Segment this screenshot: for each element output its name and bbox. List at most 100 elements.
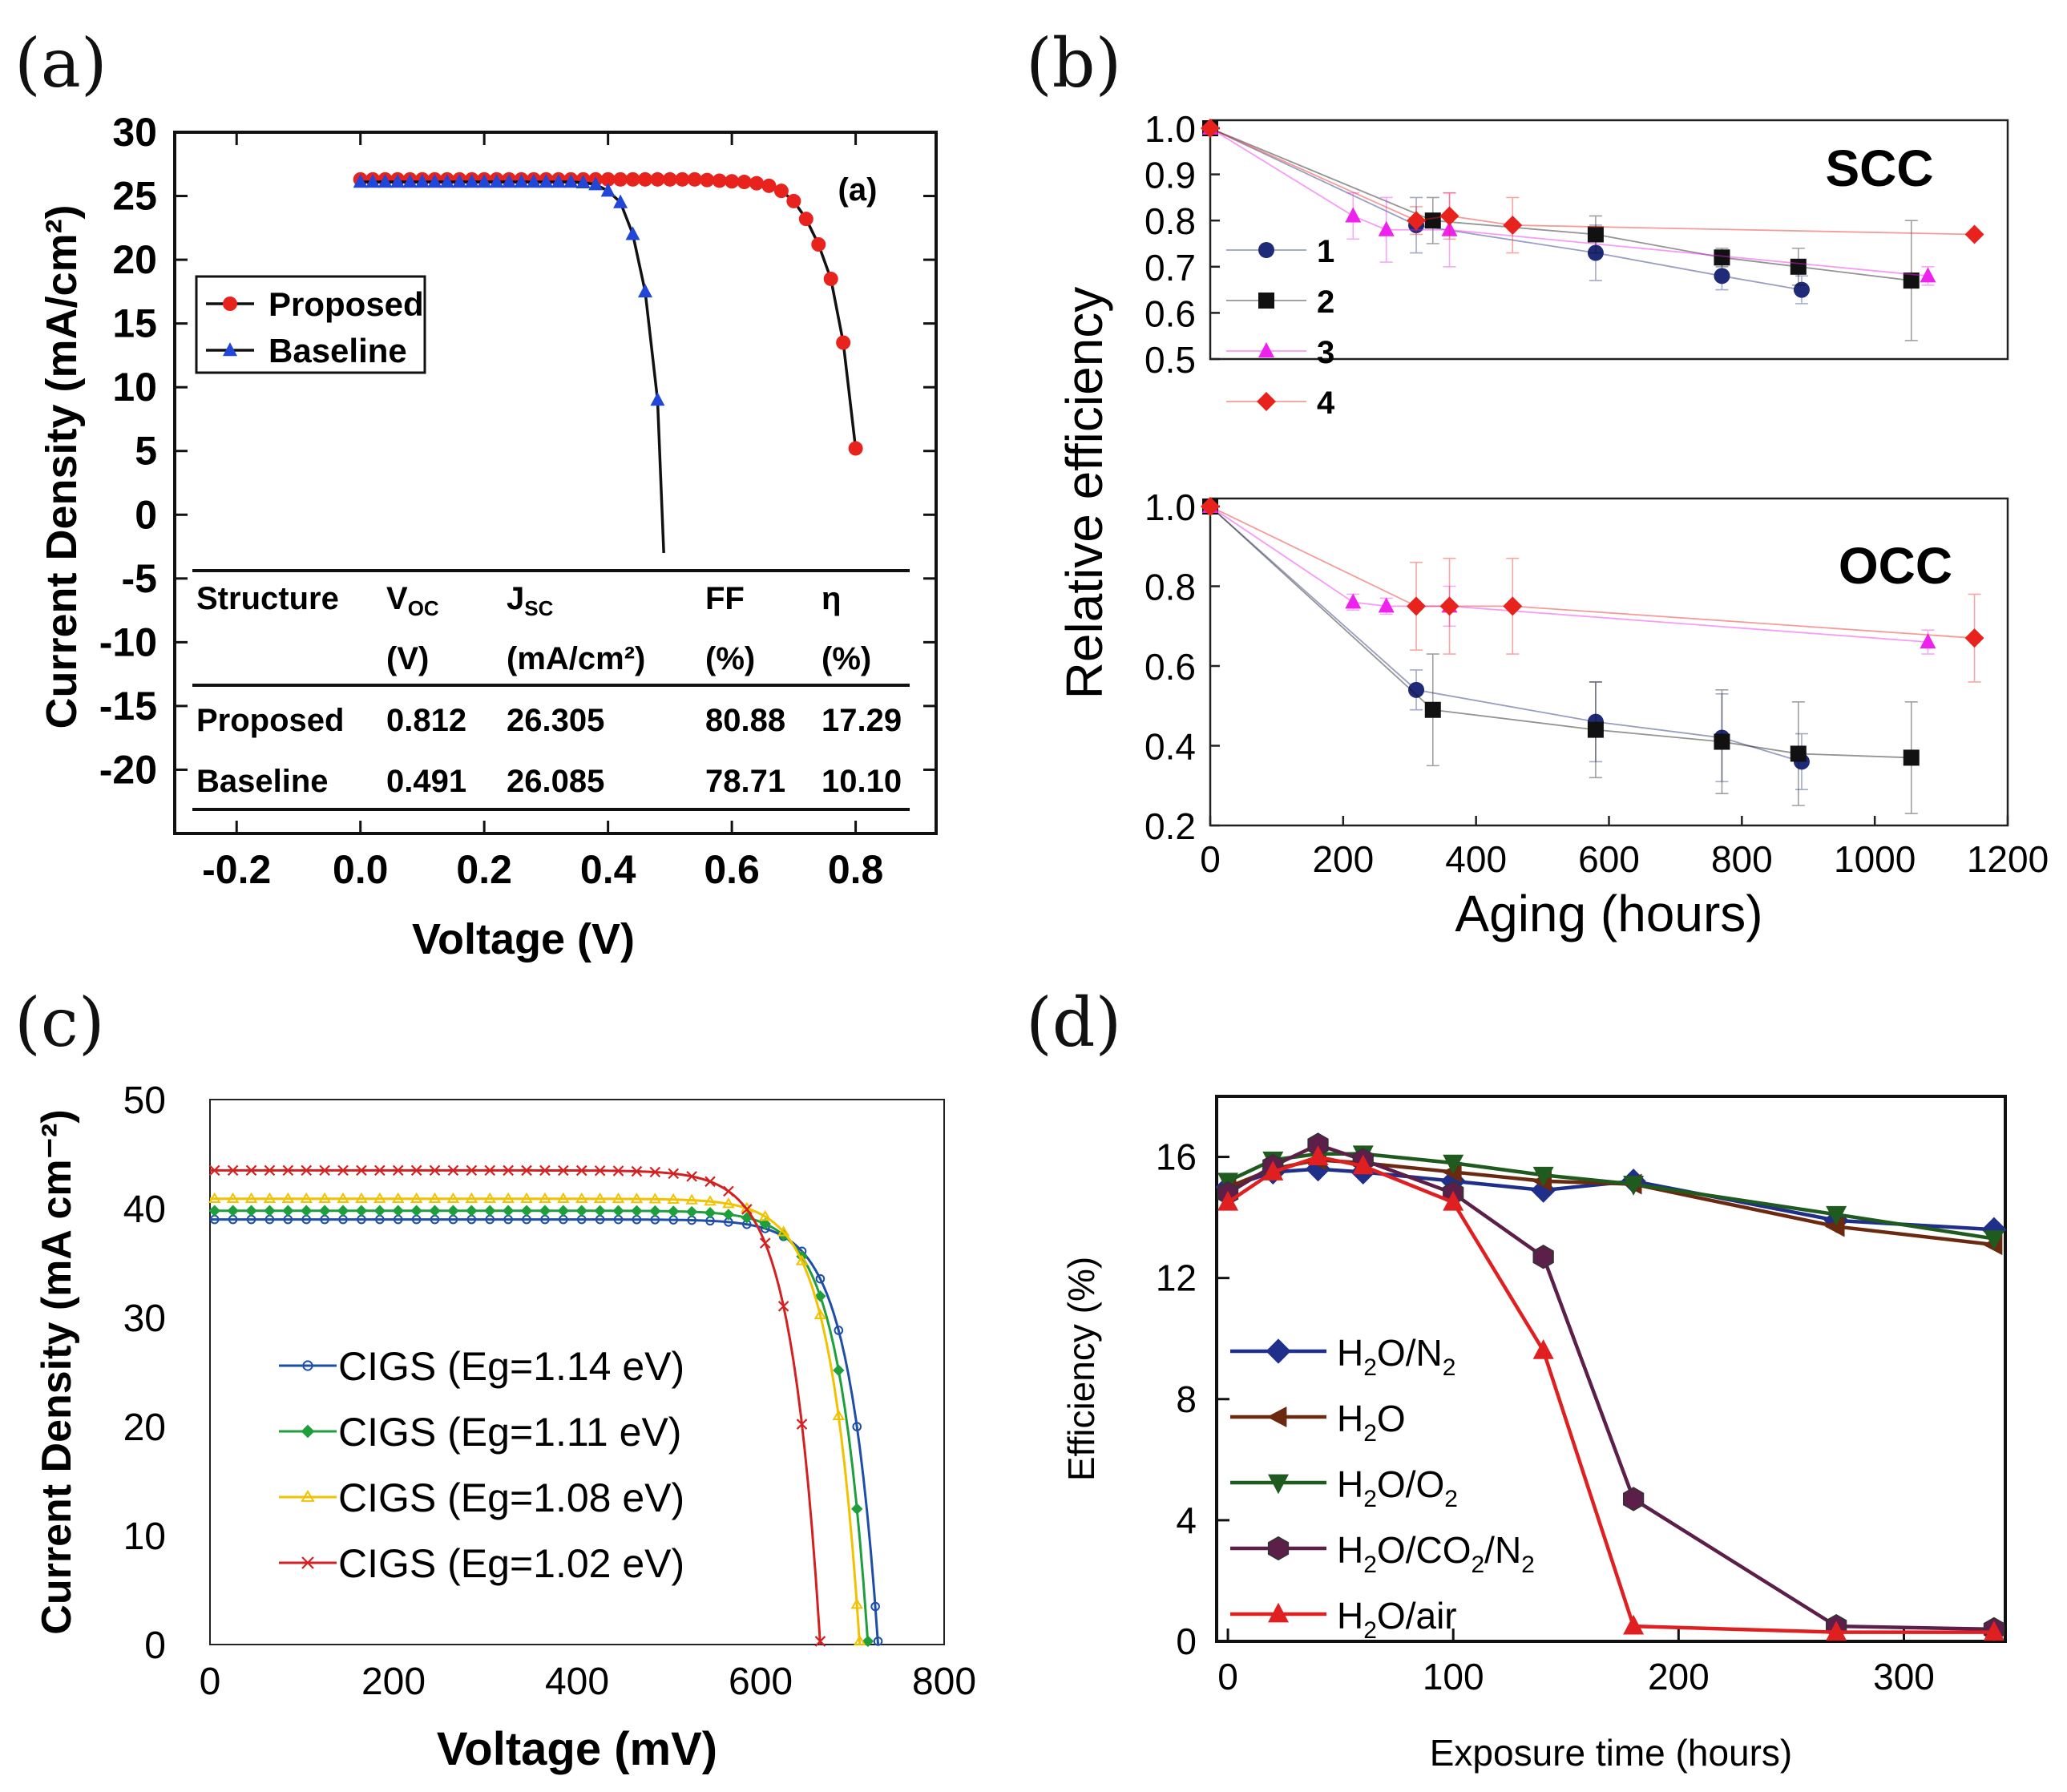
data-point xyxy=(391,1192,405,1203)
data-point xyxy=(1531,1177,1556,1203)
y-tick-label: -20 xyxy=(99,747,157,792)
data-point-proposed xyxy=(650,172,665,187)
data-point-4 xyxy=(1503,596,1523,616)
x-tick-label: 200 xyxy=(1648,1656,1710,1697)
table-header: VOC xyxy=(386,581,439,620)
data-point xyxy=(593,1192,607,1204)
data-point xyxy=(631,1205,643,1217)
legend-marker xyxy=(1257,392,1276,411)
data-point xyxy=(741,1212,753,1224)
legend-label: CIGS (Eg=1.11 eV) xyxy=(338,1410,681,1455)
legend-marker xyxy=(223,297,237,311)
subplot-frame xyxy=(1209,119,2009,361)
y-tick-label: 0.4 xyxy=(1145,726,1196,768)
data-point-baseline xyxy=(526,174,541,188)
table-unit: (V) xyxy=(386,641,429,676)
x-tick-label: 200 xyxy=(361,1661,426,1703)
x-tick-label: 100 xyxy=(1423,1656,1484,1697)
legend-label: CIGS (Eg=1.14 eV) xyxy=(338,1344,684,1389)
table-cell: 26.085 xyxy=(507,764,604,799)
data-point xyxy=(722,1209,735,1221)
data-point-proposed xyxy=(625,172,640,187)
table-cell: 0.812 xyxy=(386,703,466,738)
data-point-2 xyxy=(1424,701,1441,718)
data-point xyxy=(392,1164,404,1177)
data-point xyxy=(520,1205,533,1217)
legend-label: H2O/CO2/N2 xyxy=(1337,1529,1535,1578)
data-point-2 xyxy=(1714,249,1730,266)
data-point-2 xyxy=(1790,745,1807,762)
data-point xyxy=(1352,1154,1374,1175)
data-point xyxy=(466,1205,478,1217)
y-tick-label: 10 xyxy=(112,365,157,410)
x-tick-label: 800 xyxy=(912,1661,976,1703)
data-point xyxy=(795,1254,809,1265)
y-tick-label: 30 xyxy=(112,110,157,155)
data-point xyxy=(649,1166,661,1178)
data-point xyxy=(796,1419,808,1430)
table-header: η xyxy=(822,581,841,616)
data-point xyxy=(227,1205,239,1217)
legend-text: O/air xyxy=(1377,1595,1457,1637)
data-point xyxy=(594,1205,606,1217)
data-point xyxy=(759,1237,771,1249)
data-point-baseline xyxy=(377,174,393,188)
data-point-2 xyxy=(1903,749,1920,766)
data-point xyxy=(410,1192,423,1203)
y-tick-label: 15 xyxy=(112,301,157,346)
data-point-2 xyxy=(1790,258,1807,275)
legend-marker xyxy=(301,1424,315,1439)
legend-subscript: 2 xyxy=(1363,1552,1377,1578)
legend-marker xyxy=(1268,1602,1289,1623)
data-point xyxy=(1532,1245,1554,1269)
legend-subscript: 2 xyxy=(1363,1354,1377,1381)
series-line-3 xyxy=(1209,506,1928,644)
y-tick-label: 50 xyxy=(123,1080,166,1122)
data-point xyxy=(337,1205,349,1217)
data-point xyxy=(557,1205,570,1217)
data-point xyxy=(318,1192,331,1203)
legend-label: CIGS (Eg=1.08 eV) xyxy=(338,1475,684,1520)
data-point xyxy=(1826,1205,1847,1226)
y-tick-label: 0 xyxy=(135,492,157,537)
data-point xyxy=(704,1195,717,1206)
data-point-proposed xyxy=(600,172,616,187)
table-header-subscript: OC xyxy=(408,596,439,620)
data-point xyxy=(428,1192,442,1203)
data-point xyxy=(319,1164,330,1177)
data-point-3 xyxy=(1378,220,1395,236)
legend-text: H xyxy=(1337,1529,1363,1571)
legend-subscript: 2 xyxy=(1521,1552,1535,1578)
data-point-2 xyxy=(1903,272,1920,289)
data-point-baseline xyxy=(402,174,418,188)
data-point xyxy=(465,1192,478,1203)
data-point-proposed xyxy=(613,172,628,187)
data-point-3 xyxy=(1441,220,1458,236)
legend-label: Baseline xyxy=(268,332,407,369)
table-header: Structure xyxy=(196,581,339,616)
data-point-baseline xyxy=(563,174,579,188)
data-point xyxy=(1983,1230,2004,1250)
data-point xyxy=(813,1308,827,1320)
data-point-proposed xyxy=(798,212,813,227)
data-point-2 xyxy=(1587,721,1604,738)
data-point xyxy=(722,1197,735,1209)
data-point xyxy=(1532,1166,1554,1187)
data-point xyxy=(539,1205,551,1217)
legend-label: CIGS (Eg=1.02 eV) xyxy=(338,1541,684,1586)
x-axis-label: Voltage (mV) xyxy=(437,1723,717,1775)
y-tick-label: 0.7 xyxy=(1145,247,1196,289)
data-point-4 xyxy=(1407,596,1427,616)
panel-label-a: (a) xyxy=(14,24,107,103)
data-point-baseline xyxy=(489,174,504,188)
y-tick-label: 1.0 xyxy=(1145,486,1196,528)
table-cell: 10.10 xyxy=(822,764,902,799)
y-tick-label: 0.6 xyxy=(1145,646,1196,688)
data-point xyxy=(281,1192,295,1203)
subplot-title: SCC xyxy=(1825,139,1933,197)
data-point-baseline xyxy=(575,174,591,189)
series-line-1 xyxy=(1209,506,1803,763)
data-point xyxy=(832,1409,846,1421)
data-point-proposed xyxy=(773,184,789,199)
data-point-1 xyxy=(1587,244,1604,261)
